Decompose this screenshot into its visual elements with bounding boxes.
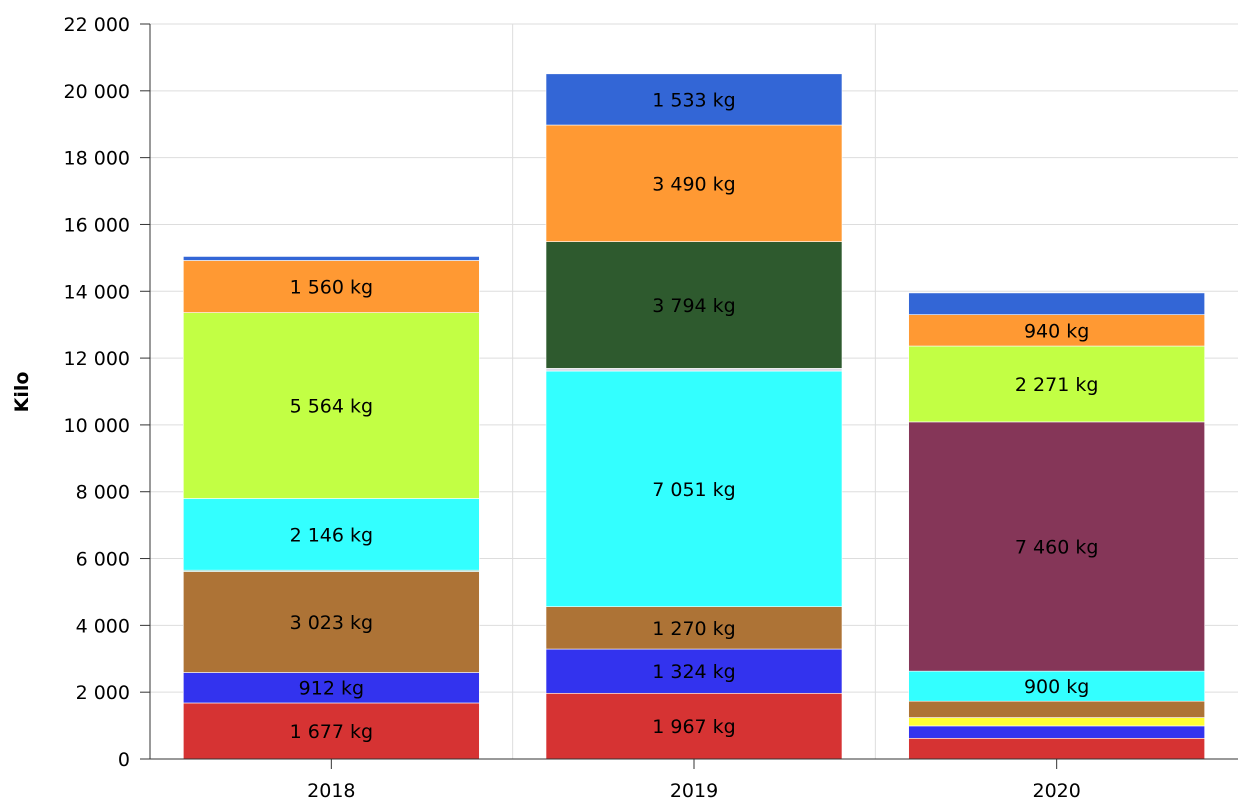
y-tick-label: 10 000 [64, 415, 130, 437]
bar-segment [545, 370, 843, 607]
segment-value-label: 940 kg [1024, 320, 1089, 342]
bar-segment [908, 345, 1205, 423]
x-tick-label: 2018 [307, 780, 355, 802]
y-tick-label: 0 [118, 749, 130, 771]
bar-segment [183, 312, 480, 499]
bar-segment [908, 314, 1205, 347]
bar-segment [183, 260, 480, 313]
y-tick-label: 20 000 [64, 81, 130, 103]
y-tick-label: 18 000 [64, 148, 130, 170]
y-tick-label: 16 000 [64, 214, 130, 236]
y-tick-label: 6 000 [76, 549, 130, 571]
bar-segment [545, 73, 843, 126]
segment-value-label: 1 324 kg [652, 661, 736, 683]
segment-value-label: 1 533 kg [652, 89, 736, 111]
segment-value-label: 1 270 kg [652, 618, 736, 640]
axes [140, 23, 1238, 769]
segment-value-label: 912 kg [299, 678, 364, 700]
segment-value-label: 7 460 kg [1015, 537, 1099, 559]
y-tick-label: 8 000 [76, 482, 130, 504]
segment-value-label: 2 146 kg [290, 524, 374, 546]
bar-segment [908, 421, 1205, 672]
segment-value-label: 3 490 kg [652, 173, 736, 195]
segment-value-label: 1 560 kg [290, 277, 374, 299]
y-axis-label: Kilo [11, 372, 33, 413]
bar-segment [545, 124, 843, 242]
bar-segment [908, 717, 1205, 727]
bar-segment [545, 241, 843, 369]
x-tick-label: 2019 [670, 780, 718, 802]
segment-labels: 1 677 kg 912 kg 3 023 kg 2 146 kg 5 564 kg 1 … [290, 89, 1099, 743]
bar-segment [908, 725, 1205, 739]
y-tick-label: 14 000 [64, 281, 130, 303]
bar-segment [908, 670, 1205, 702]
segment-value-label: 2 271 kg [1015, 374, 1099, 396]
bar-segment [545, 606, 843, 650]
bar-segment [908, 292, 1205, 315]
segment-value-label: 3 794 kg [652, 295, 736, 317]
x-tick-labels: 2018 2019 2020 [307, 780, 1081, 802]
y-tick-label: 2 000 [76, 682, 130, 704]
bar-segment [183, 672, 480, 704]
bar-segment [183, 702, 480, 760]
segment-value-label: 1 967 kg [652, 716, 736, 738]
y-tick-label: 22 000 [64, 14, 130, 36]
bar-segment [908, 700, 1205, 718]
bar-segment [545, 692, 843, 760]
bar-segment [183, 256, 480, 261]
bar-segment [183, 498, 480, 571]
segment-value-label: 3 023 kg [290, 612, 374, 634]
y-tick-labels: 0 2 000 4 000 6 000 8 000 10 000 12 000 14 000 1… [64, 14, 130, 771]
y-tick-label: 12 000 [64, 348, 130, 370]
bar-segment [183, 571, 480, 673]
segment-value-label: 900 kg [1024, 676, 1089, 698]
y-tick-label: 4 000 [76, 615, 130, 637]
bar-segment [908, 737, 1205, 760]
segment-value-label: 7 051 kg [652, 479, 736, 501]
segment-value-label: 5 564 kg [290, 396, 374, 418]
segment-value-label: 1 677 kg [290, 721, 374, 743]
bars [183, 73, 1205, 760]
x-tick-label: 2020 [1032, 780, 1080, 802]
bar-segment [545, 368, 843, 372]
